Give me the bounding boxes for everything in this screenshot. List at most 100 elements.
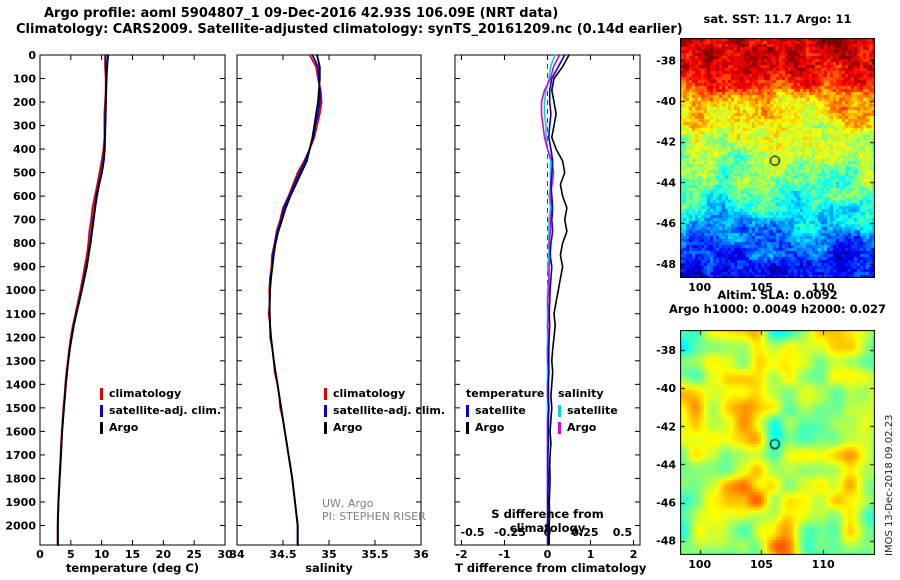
legend-label: climatology xyxy=(109,387,182,400)
legend-item-satellite-clim: satellite-adj. clim. xyxy=(324,402,445,419)
tick-label: 1800 xyxy=(5,472,36,485)
legend-label: Argo xyxy=(475,421,505,434)
tick-label: 2000 xyxy=(5,519,36,532)
tick-label: 35.5 xyxy=(361,548,388,561)
tick-label: 20 xyxy=(156,548,172,561)
legend-label: climatology xyxy=(333,387,406,400)
tick-label: -44 xyxy=(656,176,676,189)
tick-label: -1 xyxy=(498,548,510,561)
climatology-line-swatch xyxy=(324,387,327,400)
tick-label: -46 xyxy=(656,217,676,230)
difference-legend-salinity: salinity satellite Argo xyxy=(558,385,618,436)
legend-label: satellite xyxy=(567,404,618,417)
t-satellite-line-swatch xyxy=(466,404,469,417)
sst-map xyxy=(680,38,875,278)
s-argo-line-swatch xyxy=(558,421,561,434)
legend-label: Argo xyxy=(567,421,597,434)
legend-item-t-argo: Argo xyxy=(466,419,544,436)
tick-label: 100 xyxy=(13,73,36,86)
tick-label: 34.5 xyxy=(269,548,296,561)
tick-label: -42 xyxy=(656,420,676,433)
page-subtitle: Climatology: CARS2009. Satellite-adjuste… xyxy=(16,22,683,37)
tick-label: 1300 xyxy=(5,355,36,368)
tick-label: -48 xyxy=(656,535,676,548)
tick-label: 36 xyxy=(413,548,429,561)
tick-label: 15 xyxy=(125,548,140,561)
legend-item-argo: Argo xyxy=(100,419,221,436)
tick-label: 34 xyxy=(229,548,245,561)
argo-line-swatch xyxy=(324,421,327,434)
tick-label: -2 xyxy=(455,548,467,561)
tick-label: 300 xyxy=(13,120,36,133)
temperature-legend: climatology satellite-adj. clim. Argo xyxy=(100,385,221,436)
tick-label: -48 xyxy=(656,258,676,271)
climatology-line-swatch xyxy=(100,387,103,400)
legend-label: satellite xyxy=(475,404,526,417)
tick-label: 1700 xyxy=(5,449,36,462)
tick-label: 1500 xyxy=(5,402,36,415)
t-argo-line-swatch xyxy=(466,421,469,434)
tick-label: -44 xyxy=(656,458,676,471)
legend-item-s-satellite: satellite xyxy=(558,402,618,419)
t-difference-axis-label: T difference from climatology xyxy=(455,561,647,575)
tick-label: 105 xyxy=(750,558,773,571)
credit-line: PI: STEPHEN RISER xyxy=(322,510,426,523)
tick-label: -38 xyxy=(656,54,676,67)
tick-label: 5 xyxy=(67,548,75,561)
difference-legend-temperature: temperature satellite Argo xyxy=(466,385,544,436)
tick-label: 0 xyxy=(28,49,36,62)
imos-watermark: IMOS 13-Dec-2018 09.02.23 xyxy=(884,414,895,556)
tick-label: 1600 xyxy=(5,425,36,438)
salinity-legend: climatology satellite-adj. clim. Argo xyxy=(324,385,445,436)
tick-label: -40 xyxy=(656,382,676,395)
legend-label: Argo xyxy=(333,421,363,434)
tick-label: 110 xyxy=(812,558,835,571)
tick-label: 0 xyxy=(36,548,44,561)
tick-label: 600 xyxy=(13,190,36,203)
legend-header-salinity: salinity xyxy=(558,387,604,400)
tick-label: 1900 xyxy=(5,496,36,509)
page-title: Argo profile: aoml 5904807_1 09-Dec-2016… xyxy=(44,6,559,21)
legend-item-s-argo: Argo xyxy=(558,419,618,436)
legend-item-climatology: climatology xyxy=(100,385,221,402)
legend-item-satellite-clim: satellite-adj. clim. xyxy=(100,402,221,419)
satellite-clim-line-swatch xyxy=(324,404,327,417)
tick-label: 2 xyxy=(630,548,638,561)
legend-label: satellite-adj. clim. xyxy=(333,404,446,417)
tick-label: 800 xyxy=(13,237,36,250)
legend-label: satellite-adj. clim. xyxy=(109,404,222,417)
tick-label: 1100 xyxy=(5,308,36,321)
argo-line-swatch xyxy=(100,421,103,434)
satellite-clim-line-swatch xyxy=(100,404,103,417)
tick-label: -40 xyxy=(656,95,676,108)
tick-label: 35 xyxy=(321,548,336,561)
legend-item-t-satellite: satellite xyxy=(466,402,544,419)
tick-label: 1400 xyxy=(5,378,36,391)
sla-map xyxy=(680,330,875,555)
sla-map-title: Altim. SLA: 0.0092 xyxy=(717,288,838,302)
legend-item-climatology: climatology xyxy=(324,385,445,402)
tick-label: -46 xyxy=(656,497,676,510)
temperature-axis-label: temperature (deg C) xyxy=(65,561,200,575)
tick-label: 0 xyxy=(544,548,552,561)
tick-label: 30 xyxy=(217,548,233,561)
tick-label: 900 xyxy=(13,261,36,274)
tick-label: 25 xyxy=(187,548,202,561)
tick-label: 500 xyxy=(13,167,36,180)
tick-label: 1000 xyxy=(5,284,36,297)
tick-label: 100 xyxy=(688,558,711,571)
tick-label: 200 xyxy=(13,96,36,109)
tick-label: 10 xyxy=(94,548,110,561)
s-satellite-line-swatch xyxy=(558,404,561,417)
credit-line: UW, Argo xyxy=(322,497,374,510)
legend-header-temperature: temperature xyxy=(466,387,545,400)
salinity-axis-label: salinity xyxy=(305,561,353,575)
sst-map-title: sat. SST: 11.7 Argo: 11 xyxy=(703,12,852,26)
legend-label: Argo xyxy=(109,421,139,434)
sla-map-subtitle: Argo h1000: 0.0049 h2000: 0.027 xyxy=(668,302,887,316)
s-difference-axis-label: S difference from climatology xyxy=(491,507,604,535)
tick-label: 1200 xyxy=(5,331,36,344)
legend-item-argo: Argo xyxy=(324,419,445,436)
tick-label: -38 xyxy=(656,344,676,357)
